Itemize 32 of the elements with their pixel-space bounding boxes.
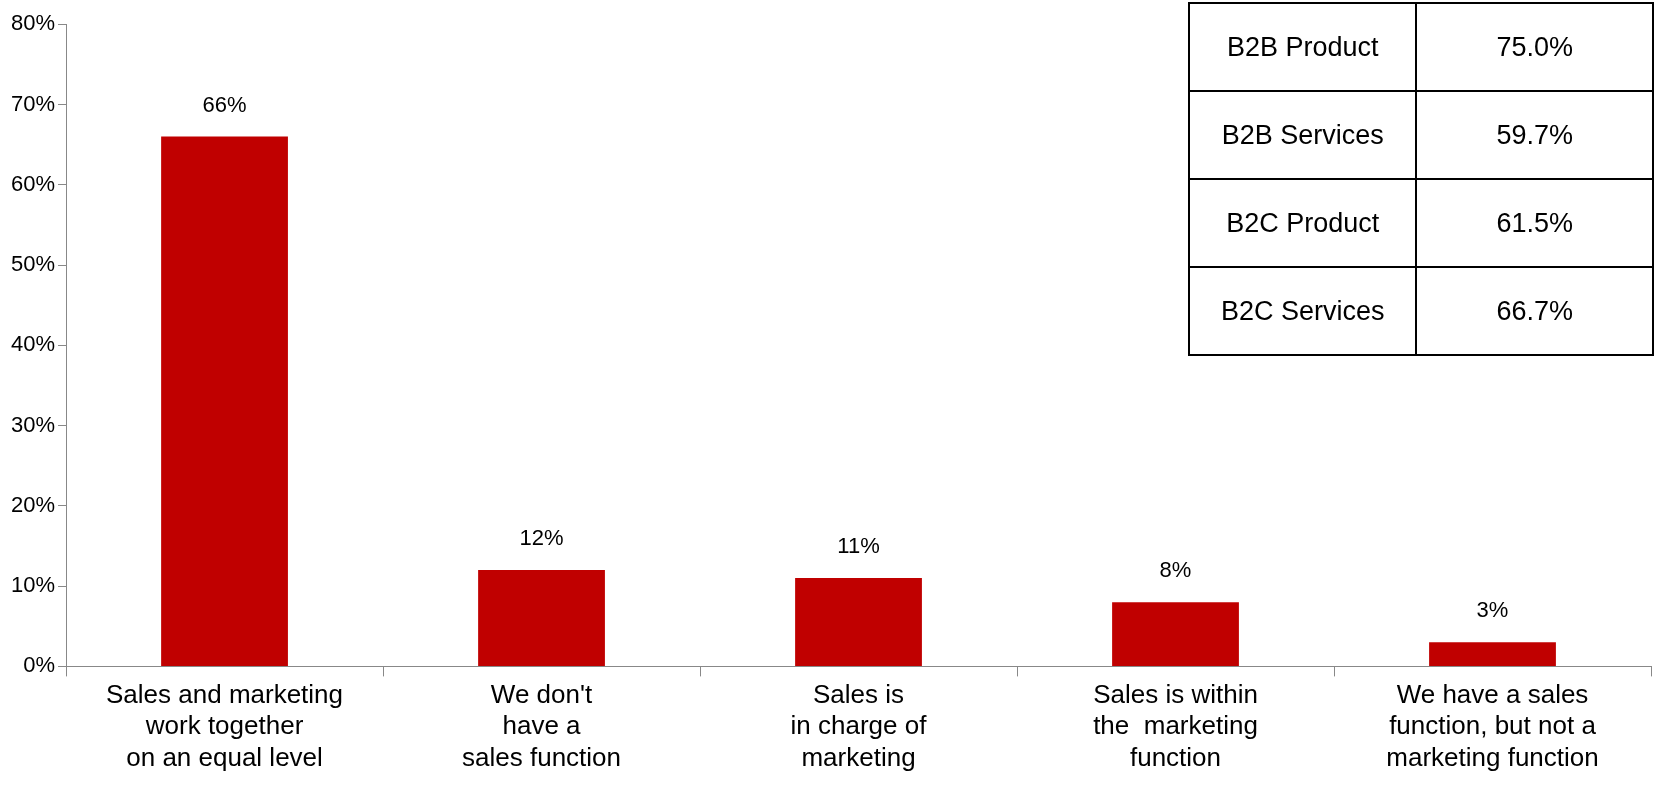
- bar: [478, 570, 605, 666]
- annotation: B2C Product: [1189, 179, 1417, 267]
- y-tick-label: 0%: [23, 652, 56, 678]
- bar: [1112, 602, 1239, 666]
- data-label: 66%: [202, 91, 247, 117]
- data-label: 8%: [1159, 557, 1192, 583]
- y-tick-label: 80%: [10, 10, 56, 36]
- data-label: 11%: [837, 533, 880, 559]
- x-tick-label: We don't have a sales function: [462, 679, 622, 772]
- annotation: 59.7%: [1416, 91, 1653, 179]
- y-tick-label: 60%: [10, 170, 56, 196]
- x-tick-label: We have a sales function, but not a marketing function: [1386, 679, 1599, 772]
- x-tick-label: Sales is in charge of marketing: [790, 679, 928, 772]
- y-tick-label: 30%: [10, 411, 56, 437]
- y-tick-label: 20%: [10, 491, 56, 517]
- bar: [1429, 642, 1556, 666]
- annotation: 61.5%: [1416, 179, 1653, 267]
- y-tick-label: 50%: [10, 251, 56, 277]
- annotation: 66.7%: [1416, 267, 1653, 355]
- x-tick-label: Sales and marketing work together on an equal level: [106, 679, 344, 772]
- annotation: B2B Services: [1189, 91, 1417, 179]
- bar: [795, 578, 922, 666]
- y-tick-label: 70%: [10, 90, 56, 116]
- annotation: B2C Services: [1189, 267, 1417, 355]
- y-tick-label: 40%: [10, 331, 56, 357]
- annotation: B2B Product: [1189, 3, 1417, 91]
- y-tick-label: 10%: [10, 572, 56, 598]
- data-label: 3%: [1476, 597, 1509, 623]
- bar: [161, 136, 288, 666]
- annotation: 75.0%: [1416, 3, 1653, 91]
- x-tick-label: Sales is within the marketing function: [1093, 679, 1258, 772]
- data-label: 12%: [519, 525, 564, 551]
